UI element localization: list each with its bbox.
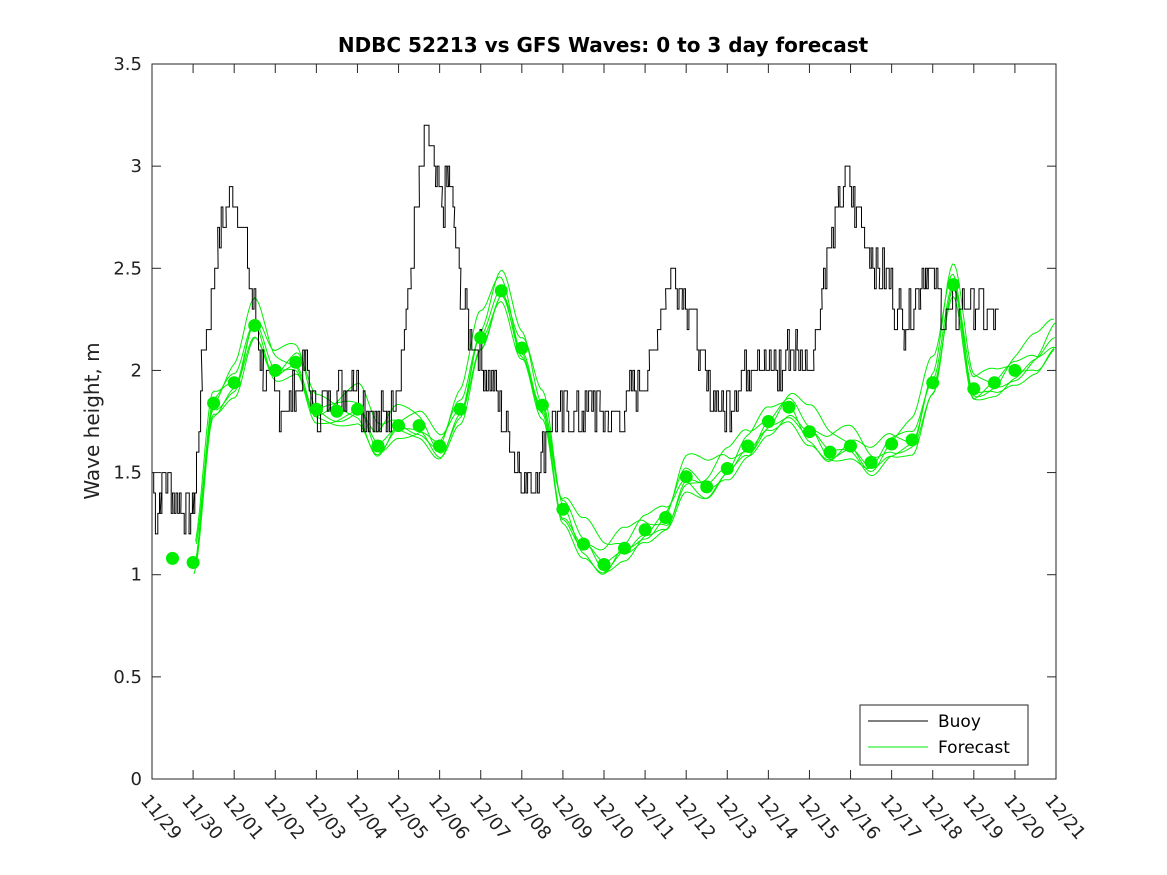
- forecast-point: [782, 400, 796, 414]
- forecast-point: [864, 455, 878, 469]
- forecast-point: [207, 396, 221, 410]
- forecast-point: [967, 382, 981, 396]
- forecast-point: [885, 437, 899, 451]
- forecast-ensemble-line: [195, 263, 1056, 551]
- forecast-point: [556, 502, 570, 516]
- y-tick-label: 3.5: [113, 54, 142, 75]
- forecast-point: [741, 439, 755, 453]
- forecast-point: [638, 523, 652, 537]
- forecast-point: [659, 511, 673, 524]
- legend-forecast-label: Forecast: [938, 738, 1010, 758]
- y-axis: 0 0.5 1 1.5 2 2.5 3 3.5: [113, 54, 1056, 790]
- forecast-point: [803, 425, 816, 439]
- y-tick-label: 1: [131, 565, 142, 586]
- y-tick-label: 0: [131, 769, 142, 790]
- forecast-point: [535, 398, 549, 412]
- forecast-point: [679, 470, 693, 484]
- forecast-point: [268, 363, 282, 377]
- y-axis-label: Wave height, m: [80, 342, 104, 499]
- forecast-point: [330, 404, 344, 418]
- forecast-point: [309, 402, 323, 416]
- forecast-point: [248, 319, 262, 332]
- forecast-point: [823, 445, 837, 459]
- forecast-point: [761, 415, 775, 428]
- forecast-point: [597, 558, 611, 571]
- forecast-point: [905, 433, 919, 447]
- forecast-ensemble-line: [194, 295, 1056, 572]
- forecast-point: [289, 355, 303, 369]
- buoy-layer: [152, 124, 999, 535]
- forecast-point: [577, 537, 590, 551]
- forecast-point: [926, 376, 940, 390]
- forecast-point: [392, 419, 405, 433]
- y-tick-label: 1.5: [113, 463, 142, 484]
- forecast-point: [412, 419, 426, 433]
- forecast-point: [1008, 363, 1022, 377]
- forecast-point: [700, 480, 714, 494]
- forecast-point: [453, 402, 467, 416]
- forecast-point: [618, 541, 631, 555]
- y-tick-label: 0.5: [113, 667, 142, 688]
- legend-box: [859, 704, 1029, 766]
- legend: Buoy Forecast: [859, 704, 1029, 766]
- forecast-point: [515, 341, 529, 355]
- forecast-point: [720, 462, 734, 475]
- legend-buoy-label: Buoy: [938, 712, 981, 732]
- forecast-point: [227, 376, 241, 390]
- forecast-point: [474, 331, 488, 345]
- forecast-markers: [166, 278, 1022, 571]
- y-tick-label: 2.5: [113, 258, 142, 279]
- forecast-point: [987, 376, 1001, 390]
- forecast-point: [371, 439, 385, 453]
- forecast-point: [494, 284, 508, 298]
- forecast-point: [186, 556, 200, 569]
- forecast-point: [351, 402, 364, 416]
- forecast-point: [844, 439, 857, 453]
- forecast-point: [433, 439, 447, 453]
- buoy-line: [152, 124, 999, 535]
- forecast-point: [166, 551, 179, 565]
- forecast-point: [946, 278, 960, 292]
- chart-title: NDBC 52213 vs GFS Waves: 0 to 3 day fore…: [338, 33, 869, 57]
- y-tick-label: 2: [131, 360, 142, 381]
- y-tick-label: 3: [131, 156, 142, 177]
